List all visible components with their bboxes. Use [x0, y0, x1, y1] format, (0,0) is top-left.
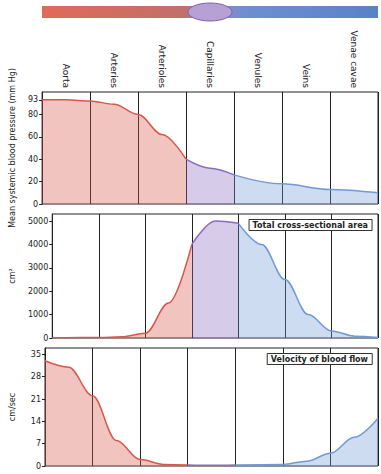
svg-text:93: 93 — [28, 95, 38, 104]
svg-text:40: 40 — [28, 155, 38, 164]
svg-text:0: 0 — [43, 334, 48, 343]
svg-text:28: 28 — [31, 372, 41, 381]
svg-text:Arteries: Arteries — [109, 53, 119, 89]
svg-text:60: 60 — [28, 132, 38, 141]
svg-text:80: 80 — [28, 110, 38, 119]
svg-text:0: 0 — [33, 200, 38, 209]
svg-text:0: 0 — [36, 462, 41, 471]
svg-text:Velocity of blood flow: Velocity of blood flow — [271, 355, 369, 364]
svg-text:Venae cavae: Venae cavae — [349, 31, 359, 89]
svg-text:Venules: Venules — [253, 53, 263, 88]
svg-text:1000: 1000 — [28, 310, 48, 319]
svg-text:Total cross-sectional area: Total cross-sectional area — [253, 221, 368, 230]
svg-text:3000: 3000 — [28, 263, 48, 272]
svg-text:35: 35 — [31, 350, 41, 359]
svg-text:5000: 5000 — [28, 217, 48, 226]
svg-text:cm²: cm² — [8, 268, 17, 283]
svg-text:Capillaries: Capillaries — [205, 41, 215, 88]
svg-text:14: 14 — [31, 417, 41, 426]
svg-text:Mean systemic blood pressure (: Mean systemic blood pressure (mm Hg) — [8, 68, 17, 228]
svg-text:Arterioles: Arterioles — [157, 45, 167, 89]
svg-text:cm/sec: cm/sec — [8, 393, 17, 421]
svg-text:7: 7 — [36, 439, 41, 448]
svg-text:20: 20 — [28, 177, 38, 186]
svg-text:21: 21 — [31, 395, 41, 404]
svg-text:4000: 4000 — [28, 240, 48, 249]
svg-text:Veins: Veins — [301, 64, 311, 88]
svg-text:Aorta: Aorta — [61, 64, 71, 88]
svg-text:2000: 2000 — [28, 287, 48, 296]
